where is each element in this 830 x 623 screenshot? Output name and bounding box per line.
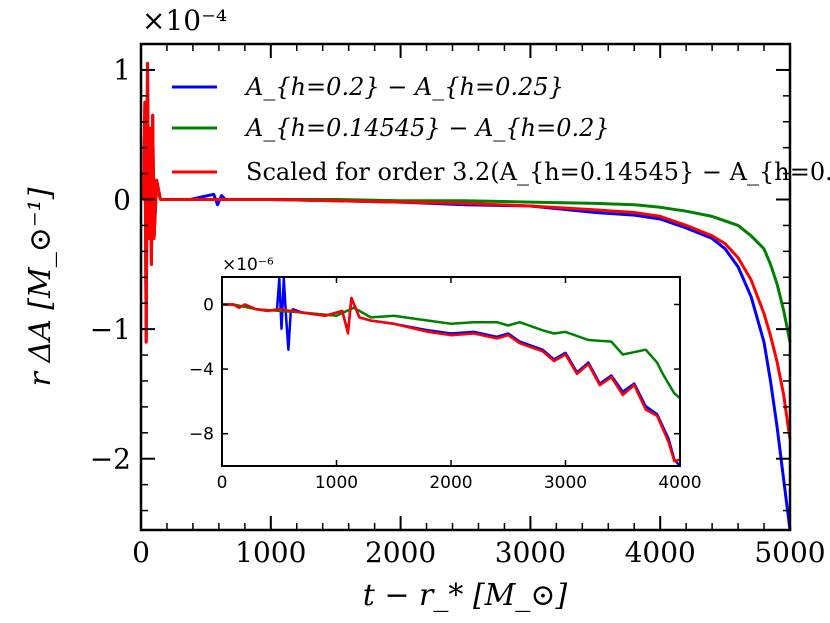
main-ticks: 0 1000 2000 3000 4000 5000 −2 −1 0 1	[90, 43, 826, 569]
inset-y-tick-label: −8	[189, 425, 214, 445]
main-x-tick-label: 3000	[495, 536, 566, 569]
inset-series-lines	[222, 277, 681, 467]
inset-x-tick-label: 1000	[315, 473, 358, 493]
main-axes-frame	[139, 42, 792, 532]
main-x-tick-label: 1000	[235, 536, 306, 569]
main-y-tick-label: −1	[90, 313, 131, 346]
main-exponent-label: ×10⁻⁴	[142, 4, 227, 37]
main-y-tick-label: −2	[90, 443, 131, 476]
x-axis-label: t − r_* [M_⊙]	[363, 578, 568, 613]
inset-background	[222, 277, 680, 466]
main-y-tick-label: 1	[113, 54, 131, 87]
legend-label-2: A_{h=0.14545} − A_{h=0.2}	[244, 114, 610, 142]
legend: A_{h=0.2} − A_{h=0.25} A_{h=0.14545} − A…	[172, 73, 830, 186]
inset-x-tick-label: 0	[217, 473, 228, 493]
y-axis-label: r ΔA [M_⊙⁻¹]	[23, 187, 58, 386]
inset-x-tick-label: 2000	[429, 473, 472, 493]
inset-x-tick-label: 4000	[658, 473, 701, 493]
inset-exponent-label: ×10⁻⁶	[222, 255, 274, 275]
legend-label-3: Scaled for order 3.2(A_{h=0.14545} − A_{…	[246, 158, 830, 186]
inset-y-tick-label: −4	[189, 360, 214, 380]
main-x-tick-label: 5000	[754, 536, 825, 569]
inset-chart: 0 1000 2000 3000 4000 0 −4 −8 ×10⁻⁶	[189, 255, 702, 493]
legend-label-1: A_{h=0.2} − A_{h=0.25}	[244, 73, 564, 101]
main-series-lines	[139, 61, 792, 531]
inset-series-line-2	[222, 296, 681, 463]
inset-y-tick-label: 0	[203, 295, 214, 315]
inset-ticks: 0 1000 2000 3000 4000 0 −4 −8	[189, 277, 702, 493]
main-series-line-2	[139, 61, 792, 440]
main-x-tick-label: 4000	[625, 536, 696, 569]
main-x-tick-label: 2000	[365, 536, 436, 569]
main-x-tick-label: 0	[132, 536, 150, 569]
main-y-tick-label: 0	[113, 183, 131, 216]
inset-x-tick-label: 3000	[544, 473, 587, 493]
